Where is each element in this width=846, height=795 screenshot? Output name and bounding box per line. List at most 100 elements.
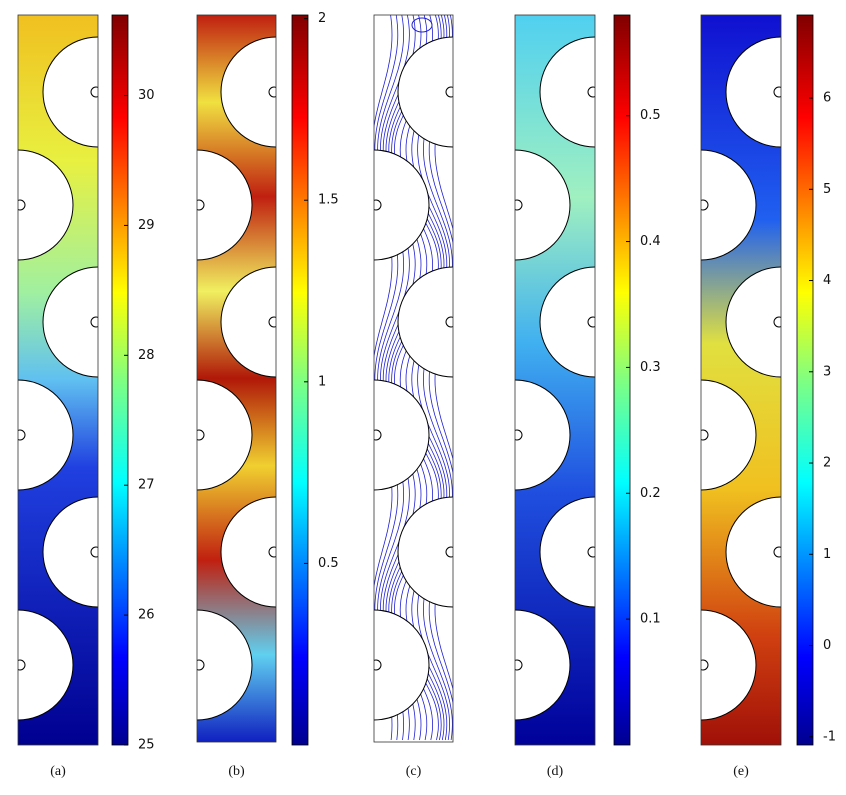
- obstacle: [397, 496, 453, 608]
- probe: [701, 659, 709, 671]
- obstacle: [397, 266, 453, 378]
- probe: [773, 316, 781, 328]
- obstacle: [42, 496, 98, 608]
- colorbar: [613, 14, 631, 746]
- tick-label: 30: [138, 88, 155, 103]
- obstacle: [397, 36, 453, 148]
- probe: [18, 199, 26, 211]
- probe: [18, 429, 26, 441]
- probe: [445, 316, 453, 328]
- tick-label: 2: [318, 11, 326, 26]
- tick-label: 3: [823, 364, 831, 379]
- tick-label: 1: [823, 547, 831, 562]
- tick-label: 29: [138, 218, 155, 233]
- obstacle: [701, 379, 757, 491]
- probe: [445, 86, 453, 98]
- obstacle: [725, 36, 781, 148]
- tick-label: -1: [823, 729, 836, 744]
- field-panel: [515, 15, 595, 745]
- probe: [90, 546, 98, 558]
- probe: [197, 199, 205, 211]
- tick-label: 6: [823, 91, 831, 106]
- obstacle: [220, 496, 276, 608]
- probe: [701, 429, 709, 441]
- panel-label: (e): [733, 764, 749, 779]
- tick-label: 0.3: [640, 360, 661, 375]
- probe: [773, 546, 781, 558]
- tick-label: 25: [138, 738, 155, 753]
- panel-frame: [196, 14, 277, 743]
- tick-label: 28: [138, 348, 155, 363]
- panel-frame: [373, 14, 454, 743]
- probe: [90, 86, 98, 98]
- obstacle: [515, 609, 571, 721]
- probe: [90, 316, 98, 328]
- obstacle: [197, 609, 253, 721]
- probe: [374, 429, 382, 441]
- tick-label: 1.5: [318, 193, 339, 208]
- streamline: [405, 15, 445, 741]
- probe: [268, 546, 276, 558]
- colorbar: [111, 14, 129, 746]
- obstacle: [18, 149, 74, 261]
- field-panel: [18, 15, 98, 745]
- probe: [587, 546, 595, 558]
- obstacle: [725, 496, 781, 608]
- obstacle: [18, 379, 74, 491]
- colorbar: [291, 14, 309, 746]
- probe: [374, 659, 382, 671]
- panel-frame: [700, 14, 782, 746]
- tick-label: 0.5: [640, 108, 661, 123]
- tick-label: 0.4: [640, 234, 661, 249]
- obstacle: [220, 36, 276, 148]
- panel-label: (a): [50, 764, 66, 779]
- streamline: [411, 15, 448, 741]
- obstacle: [42, 266, 98, 378]
- obstacle: [197, 149, 253, 261]
- obstacle: [701, 149, 757, 261]
- probe: [773, 86, 781, 98]
- probe: [268, 316, 276, 328]
- obstacle: [515, 149, 571, 261]
- probe: [374, 199, 382, 211]
- tick-label: 0: [823, 638, 831, 653]
- probe: [268, 86, 276, 98]
- probe: [445, 546, 453, 558]
- panel-frame: [17, 14, 99, 746]
- obstacle: [374, 379, 430, 491]
- probe: [18, 659, 26, 671]
- panel-label: (d): [547, 764, 564, 779]
- tick-label: 0.5: [318, 556, 339, 571]
- obstacle: [197, 379, 253, 491]
- field-panel: [701, 15, 781, 745]
- probe: [515, 199, 523, 211]
- obstacle: [220, 266, 276, 378]
- probe: [701, 199, 709, 211]
- field-panel: [197, 15, 276, 742]
- tick-label: 1: [318, 374, 326, 389]
- tick-label: 0.1: [640, 612, 661, 627]
- obstacle: [374, 149, 430, 261]
- tick-label: 27: [138, 478, 155, 493]
- probe: [197, 659, 205, 671]
- obstacle: [42, 36, 98, 148]
- obstacle: [18, 609, 74, 721]
- tick-label: 5: [823, 182, 831, 197]
- obstacle: [701, 609, 757, 721]
- obstacle: [539, 266, 595, 378]
- field-panel: [374, 15, 453, 742]
- obstacle: [725, 266, 781, 378]
- obstacle: [515, 379, 571, 491]
- streamline: [417, 15, 451, 741]
- probe: [587, 86, 595, 98]
- probe: [587, 316, 595, 328]
- obstacle: [374, 609, 430, 721]
- panel-label: (c): [406, 764, 422, 779]
- colorbar: [796, 14, 814, 746]
- tick-label: 0.2: [640, 486, 661, 501]
- tick-label: 4: [823, 273, 831, 288]
- panel-label: (b): [228, 764, 245, 779]
- vortex: [411, 17, 433, 33]
- obstacle: [539, 36, 595, 148]
